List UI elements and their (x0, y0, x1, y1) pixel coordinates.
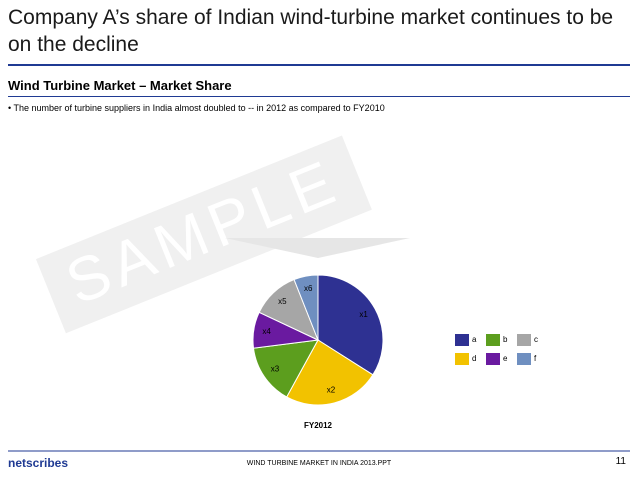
title-rule (8, 64, 630, 66)
section-title: Wind Turbine Market – Market Share (8, 78, 232, 93)
legend-label: e (503, 354, 508, 363)
slice-label: x3 (271, 364, 280, 373)
slice-label: x1 (359, 310, 368, 319)
legend-label: a (472, 335, 477, 344)
slice-label: x2 (327, 385, 336, 394)
slide-title: Company A’s share of Indian wind-turbine… (8, 6, 614, 56)
slice-label: x4 (262, 327, 271, 336)
bullet: • The number of turbine suppliers in Ind… (8, 103, 385, 113)
legend-swatch (517, 353, 531, 365)
chart-title: FY2012 (304, 421, 333, 430)
watermark-band (35, 135, 372, 334)
slice-label: x6 (304, 284, 313, 293)
legend-swatch (517, 334, 531, 346)
legend-swatch (486, 353, 500, 365)
legend-label: d (472, 354, 476, 363)
legend-swatch (455, 353, 469, 365)
legend-label: c (534, 335, 538, 344)
page-number: 11 (615, 456, 626, 467)
pie-slice (252, 339, 319, 398)
legend-swatch (455, 334, 469, 346)
section-rule (8, 96, 630, 97)
legend-label: f (534, 354, 537, 363)
legend-swatch (486, 334, 500, 346)
logo: netscribes (8, 456, 69, 470)
footer: WIND TURBINE MARKET IN INDIA 2013.PPT (246, 460, 392, 467)
pie-slice (286, 339, 374, 406)
arrow (225, 238, 410, 258)
slice-label: x5 (278, 297, 287, 306)
legend-label: b (503, 335, 508, 344)
pie-slice (293, 274, 319, 341)
